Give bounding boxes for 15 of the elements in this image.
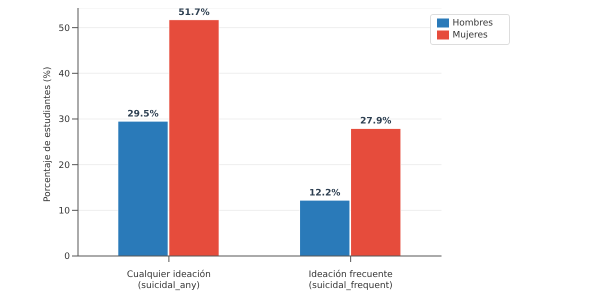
data-label: 27.9% [360,116,392,127]
y-tick-label: 40 [58,70,70,80]
data-label: 51.7% [178,8,210,18]
y-tick-label: 50 [58,24,70,34]
y-tick-label: 20 [58,160,70,171]
legend-label: Hombres [452,18,493,28]
y-axis-title: Porcentaje de estudiantes (%) [43,66,54,202]
data-label: 12.2% [309,188,340,198]
y-tick-label: 30 [58,115,70,126]
y-tick-label: 10 [58,206,70,217]
x-tick-label: Cualquier ideación (suicidal_any) [126,269,211,291]
legend-label: Mujeres [452,30,488,41]
y-tick-label: 0 [64,252,70,262]
x-tick-label: Ideación frecuente (suicidal_frequent) [308,269,394,291]
data-label: 29.5% [127,109,159,120]
